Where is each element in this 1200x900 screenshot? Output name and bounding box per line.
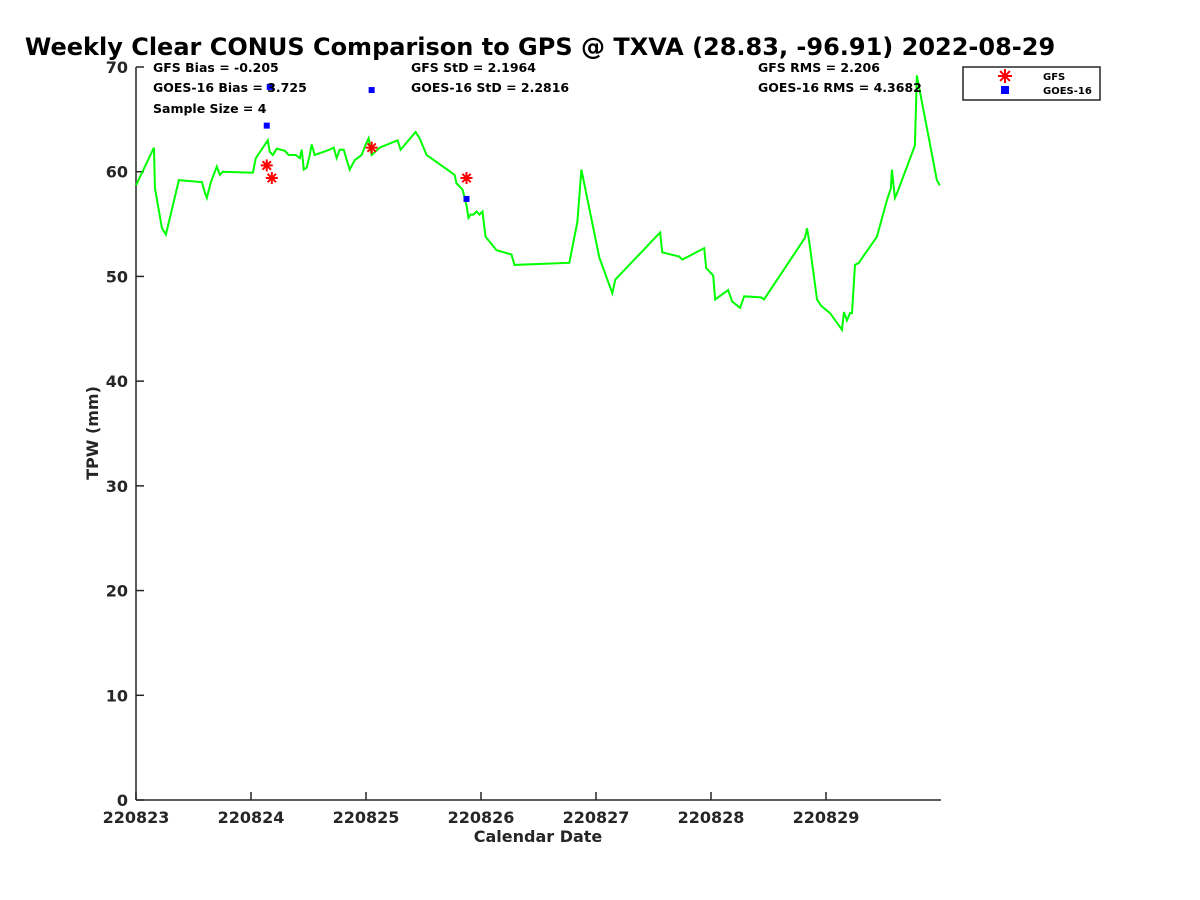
legend: GFS GOES-16 bbox=[962, 66, 1101, 101]
x-tick-label: 220824 bbox=[218, 808, 285, 827]
legend-box bbox=[962, 66, 1101, 101]
goes16-point bbox=[368, 87, 375, 94]
stat-annotation: GFS StD = 2.1964 bbox=[411, 60, 536, 75]
stat-annotation: GFS RMS = 2.206 bbox=[758, 60, 880, 75]
y-tick-label: 60 bbox=[106, 163, 128, 182]
asterisk-stroke bbox=[366, 142, 377, 153]
x-tick-label: 220827 bbox=[563, 808, 630, 827]
y-tick-label: 50 bbox=[106, 267, 128, 286]
chart-title: Weekly Clear CONUS Comparison to GPS @ T… bbox=[25, 33, 1055, 61]
legend-label: GOES-16 bbox=[1043, 86, 1092, 97]
gfs-point bbox=[365, 141, 378, 154]
legend-gfs-marker bbox=[998, 69, 1012, 83]
legend-goes16-marker bbox=[1001, 86, 1009, 94]
gfs-point bbox=[460, 171, 473, 184]
y-tick-label: 10 bbox=[106, 686, 128, 705]
legend-label: GFS bbox=[1043, 72, 1065, 83]
goes16-point bbox=[266, 83, 273, 90]
gfs-point bbox=[265, 171, 278, 184]
stat-annotation: Sample Size = 4 bbox=[153, 101, 267, 116]
x-tick-label: 220826 bbox=[448, 808, 515, 827]
x-tick-label: 220825 bbox=[333, 808, 400, 827]
goes16-point bbox=[263, 122, 270, 129]
y-tick-label: 20 bbox=[106, 582, 128, 601]
asterisk-stroke bbox=[999, 70, 1011, 82]
x-axis-label: Calendar Date bbox=[474, 827, 603, 846]
y-axis-label: TPW (mm) bbox=[83, 386, 102, 480]
asterisk-stroke bbox=[461, 173, 472, 183]
y-tick-label: 30 bbox=[106, 477, 128, 496]
y-tick-label: 70 bbox=[106, 58, 128, 77]
y-tick-label: 40 bbox=[106, 372, 128, 391]
x-tick-label: 220829 bbox=[793, 808, 860, 827]
y-tick-label: 0 bbox=[117, 791, 128, 810]
goes16-point bbox=[463, 195, 470, 202]
asterisk-stroke bbox=[261, 160, 272, 171]
x-tick-label: 220828 bbox=[678, 808, 745, 827]
gps-series-line bbox=[135, 75, 941, 333]
stat-annotation: GFS Bias = -0.205 bbox=[153, 60, 279, 75]
stat-annotation: GOES-16 Bias = 3.725 bbox=[153, 80, 307, 95]
stat-annotation: GOES-16 StD = 2.2816 bbox=[411, 80, 569, 95]
asterisk-stroke bbox=[266, 173, 277, 183]
stat-annotation: GOES-16 RMS = 4.3682 bbox=[758, 80, 922, 95]
gfs-point bbox=[260, 159, 273, 172]
x-tick-label: 220823 bbox=[103, 808, 170, 827]
